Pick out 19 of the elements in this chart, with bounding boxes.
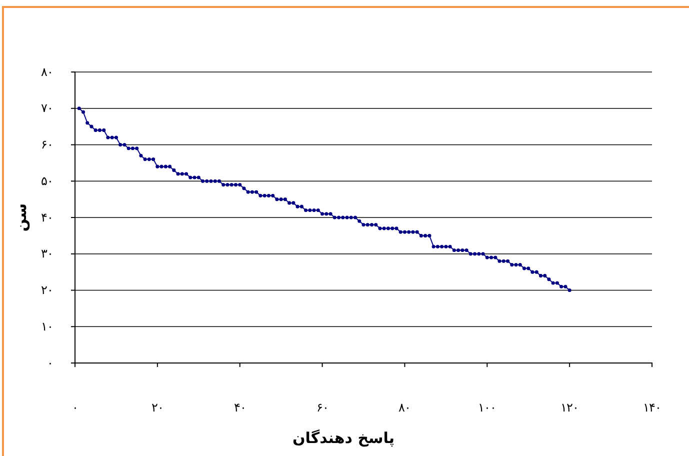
y-tick-label: ۷۰ bbox=[41, 101, 53, 116]
y-tick-label: ۸۰ bbox=[41, 64, 53, 79]
y-axis-title: سن bbox=[12, 203, 30, 232]
x-tick-label: ۱۰۰ bbox=[478, 400, 496, 415]
y-tick-label: ۶۰ bbox=[41, 138, 53, 152]
y-tick-label: ۵۰ bbox=[41, 174, 53, 188]
x-tick-label: ۱۴۰ bbox=[643, 400, 661, 415]
x-tick-label: ۱۲۰ bbox=[560, 400, 579, 415]
y-tick-label: ۱۰ bbox=[41, 319, 53, 334]
y-tick-label: ۰ bbox=[47, 356, 53, 370]
y-tick-label: ۲۰ bbox=[41, 283, 53, 298]
y-tick-label: ۳۰ bbox=[41, 246, 53, 261]
x-tick-label: ۲۰ bbox=[151, 400, 164, 415]
y-tick-label: ۴۰ bbox=[41, 210, 53, 224]
x-tick-label: ۴۰ bbox=[234, 400, 246, 415]
x-axis-title: پاسخ دهندگان bbox=[292, 429, 395, 447]
x-tick-label: ۰ bbox=[72, 400, 78, 415]
x-tick-label: ۸۰ bbox=[398, 400, 411, 415]
x-tick-label: ۶۰ bbox=[316, 400, 328, 415]
